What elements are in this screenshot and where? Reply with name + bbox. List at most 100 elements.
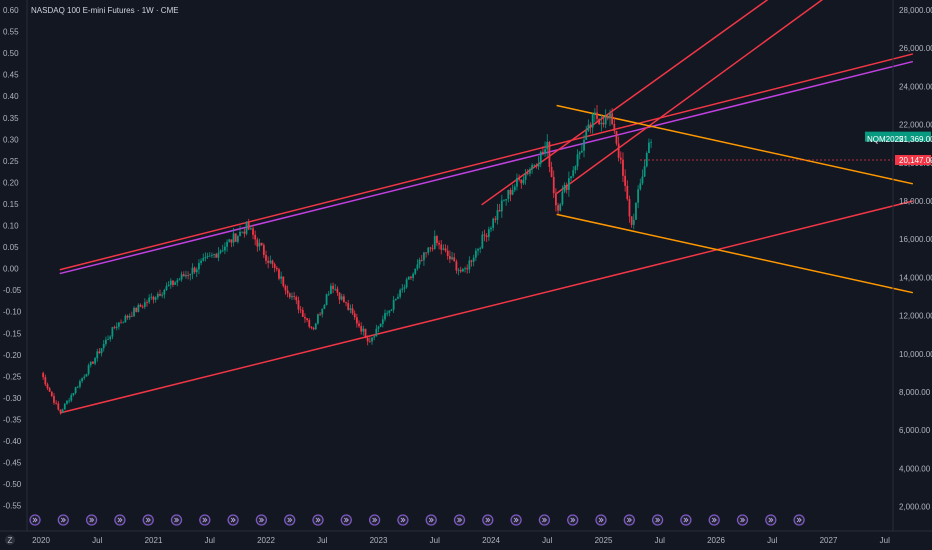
candle-body xyxy=(630,216,633,225)
candle-body xyxy=(204,257,207,259)
candle-body xyxy=(269,260,272,263)
trendline[interactable] xyxy=(481,0,913,206)
candle-body xyxy=(59,409,62,413)
candle-body xyxy=(195,269,198,273)
candle-body xyxy=(429,247,432,249)
candle-body xyxy=(648,142,650,154)
event-marker-glyph xyxy=(343,517,349,523)
right-axis-tick-label: 8,000.00 xyxy=(899,388,931,397)
left-axis-tick-label: 0.40 xyxy=(3,92,19,101)
candle-body xyxy=(193,267,196,273)
candle-body xyxy=(213,254,215,256)
candle-body xyxy=(288,293,291,298)
candle-body xyxy=(444,248,447,251)
candle-body xyxy=(265,255,267,261)
candle-body xyxy=(317,314,319,324)
candle-body xyxy=(347,303,350,310)
candle-body xyxy=(407,276,410,280)
candle-body xyxy=(107,339,109,340)
time-axis-tick-label: 2024 xyxy=(482,536,500,545)
candle-body xyxy=(278,269,280,279)
candle-body xyxy=(362,328,365,332)
candle-body xyxy=(507,189,510,200)
symbol-price-tag: NQM2025 21,369.00 xyxy=(865,131,932,144)
trendline[interactable] xyxy=(556,213,914,294)
candle-body xyxy=(550,166,553,177)
candle-body xyxy=(639,183,642,190)
candle-body xyxy=(416,264,419,269)
candle-body xyxy=(589,124,592,128)
candle-body xyxy=(442,248,445,250)
candle-body xyxy=(546,141,549,150)
candle-body xyxy=(364,328,367,338)
trendline[interactable] xyxy=(59,60,914,275)
candle-body xyxy=(503,200,505,202)
time-axis-tick-label: 2020 xyxy=(32,536,50,545)
candle-body xyxy=(258,242,261,247)
right-axis-tick-label: 4,000.00 xyxy=(899,464,931,473)
candle-body xyxy=(440,244,443,250)
candle-body xyxy=(448,256,451,260)
candle-body xyxy=(410,276,412,278)
candle-body xyxy=(87,365,90,375)
right-axis-tick-label: 16,000.00 xyxy=(899,235,932,244)
candle-body xyxy=(351,308,354,314)
candle-body xyxy=(154,297,157,300)
candle-body xyxy=(48,388,51,392)
candle-body xyxy=(535,164,538,167)
candle-body xyxy=(135,307,138,312)
candle-body xyxy=(405,279,408,288)
candle-body xyxy=(576,154,579,167)
candle-body xyxy=(600,122,603,125)
right-axis-tick-label: 12,000.00 xyxy=(899,312,932,321)
candle-body xyxy=(230,239,233,243)
symbol-tag-box xyxy=(865,131,931,142)
left-axis-tick-label: -0.50 xyxy=(3,480,22,489)
time-axis-tick-label: Jul xyxy=(430,536,440,545)
candle-body xyxy=(146,302,148,304)
candle-body xyxy=(436,236,438,244)
candle-body xyxy=(273,264,276,268)
trendline[interactable] xyxy=(59,53,914,271)
candle-body xyxy=(509,189,512,195)
trendline[interactable] xyxy=(556,104,914,185)
time-axis-tick-label: Jul xyxy=(542,536,552,545)
time-axis-tick-label: Jul xyxy=(92,536,102,545)
candle-body xyxy=(392,299,395,310)
candle-body xyxy=(178,279,181,281)
candle-body xyxy=(245,221,248,234)
candle-body xyxy=(61,409,64,413)
candle-body xyxy=(641,176,644,184)
candle-body xyxy=(613,123,616,132)
candle-body xyxy=(182,274,185,277)
candle-body xyxy=(580,150,583,153)
candle-body xyxy=(643,166,646,177)
trendline[interactable] xyxy=(556,0,913,194)
candle-body xyxy=(446,250,449,257)
candle-body xyxy=(481,234,484,249)
candle-body xyxy=(330,285,332,294)
candle-body xyxy=(548,141,551,167)
candle-body xyxy=(323,305,326,309)
candle-body xyxy=(496,210,499,220)
candle-body xyxy=(427,247,430,253)
candle-body xyxy=(494,218,497,220)
candle-body xyxy=(267,260,270,263)
candle-body xyxy=(583,139,585,151)
candle-body xyxy=(598,118,601,125)
trendline[interactable] xyxy=(59,200,914,414)
candle-body xyxy=(163,289,166,295)
candle-body xyxy=(66,400,68,404)
candle-body xyxy=(211,255,213,256)
time-axis-tick-label: 2026 xyxy=(707,536,725,545)
left-axis-tick-label: 0.05 xyxy=(3,243,19,252)
event-marker-glyph xyxy=(202,517,208,523)
candle-body xyxy=(111,327,114,337)
candle-body xyxy=(487,229,490,237)
candle-body xyxy=(187,275,190,276)
candle-body xyxy=(256,239,259,247)
candle-body xyxy=(169,280,172,285)
left-axis-tick-label: 0.10 xyxy=(3,222,19,231)
event-marker-glyph xyxy=(372,517,378,523)
